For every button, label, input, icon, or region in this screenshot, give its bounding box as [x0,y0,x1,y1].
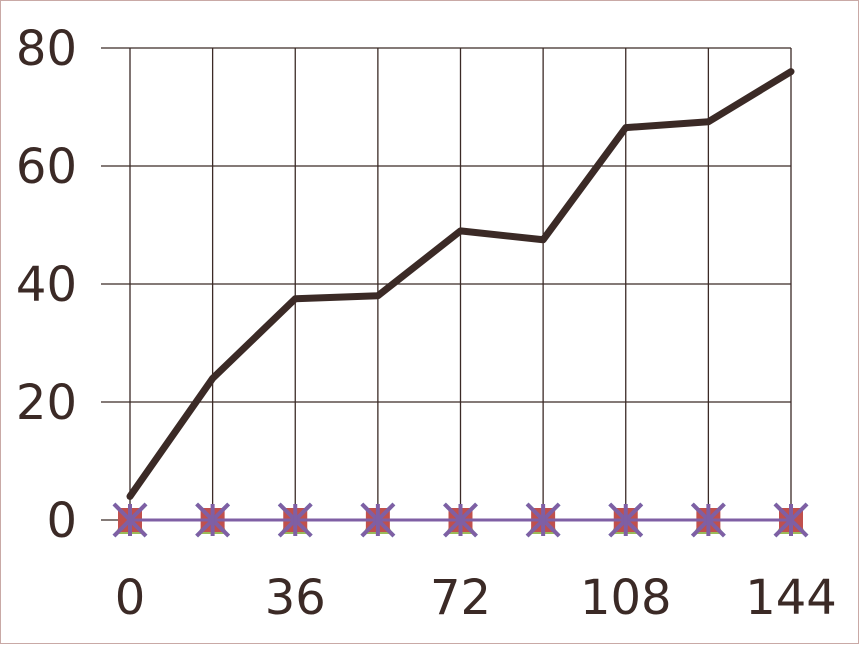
tick-labels: 0 20 40 60 80 0 36 72 108 144 [16,21,837,626]
grid [101,47,792,521]
series-line [126,68,795,500]
y-tick-label: 20 [16,375,77,431]
series-1 [112,502,809,538]
y-tick-label: 80 [16,21,77,77]
x-tick-label: 144 [745,570,837,626]
x-tick-label: 0 [115,570,146,626]
series-0 [126,68,795,500]
series [112,68,809,538]
x-tick-label: 72 [430,570,491,626]
x-tick-label: 36 [265,570,326,626]
y-tick-label: 40 [16,257,77,313]
x-tick-label: 108 [580,570,672,626]
y-tick-label: 60 [16,139,77,195]
y-tick-label: 0 [46,493,77,549]
